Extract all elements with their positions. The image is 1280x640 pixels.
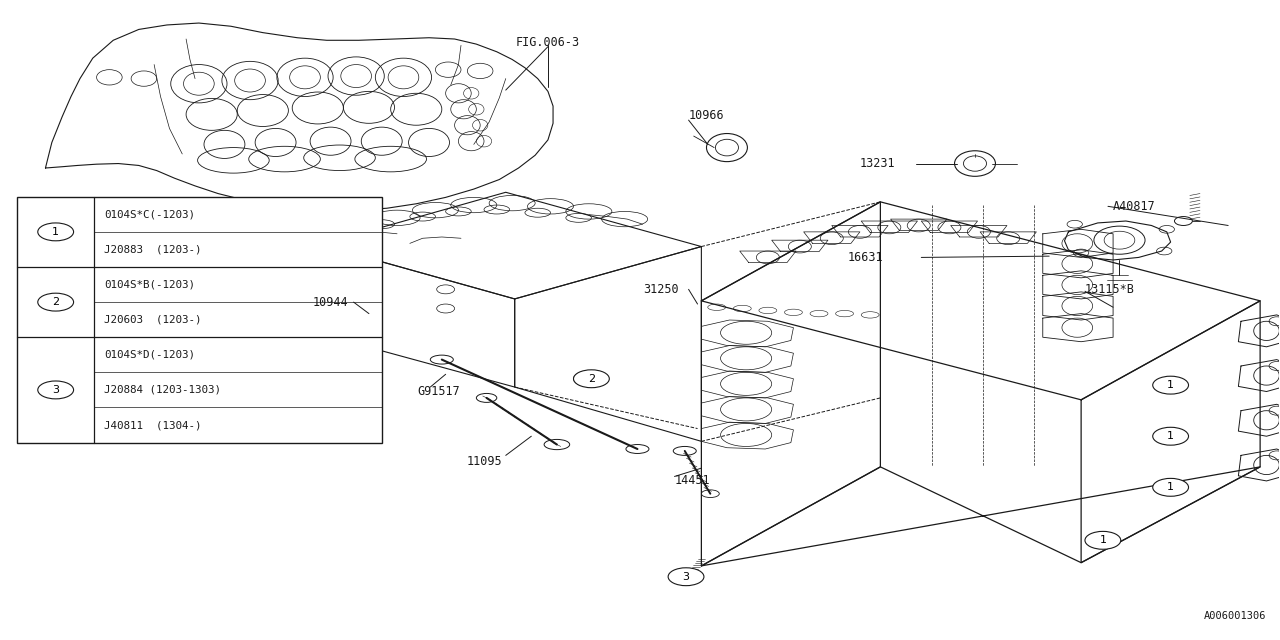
Text: 13231: 13231 [860,157,896,170]
Circle shape [38,223,73,241]
Text: 14451: 14451 [675,474,710,488]
Circle shape [1153,478,1189,496]
Text: A40817: A40817 [1114,200,1156,213]
Text: 1: 1 [1100,535,1106,545]
Text: 16631: 16631 [847,251,883,264]
Circle shape [573,370,609,388]
Circle shape [38,381,73,399]
Text: 10966: 10966 [689,109,724,122]
Text: J40811  (1304-): J40811 (1304-) [104,420,202,430]
Text: A006001306: A006001306 [1204,611,1266,621]
Text: 13115*B: 13115*B [1085,283,1135,296]
Text: J20884 (1203-1303): J20884 (1203-1303) [104,385,221,395]
Circle shape [1153,428,1189,445]
Text: 1: 1 [1167,431,1174,441]
Text: G91517: G91517 [417,385,461,398]
Text: 0104S*D(-1203): 0104S*D(-1203) [104,350,196,360]
Text: FRONT: FRONT [195,308,236,321]
Text: 2: 2 [588,374,595,384]
Text: 1: 1 [52,227,59,237]
Circle shape [1085,531,1121,549]
Circle shape [38,293,73,311]
Text: 1: 1 [1167,380,1174,390]
Circle shape [1153,376,1189,394]
Text: 3: 3 [682,572,690,582]
Text: 10944: 10944 [312,296,348,308]
Text: 0104S*B(-1203): 0104S*B(-1203) [104,280,196,289]
Text: 31250: 31250 [643,283,678,296]
Text: 11095: 11095 [466,455,502,468]
Bar [18,196,381,443]
Circle shape [668,568,704,586]
Text: FIG.006-3: FIG.006-3 [516,36,580,49]
Text: 1: 1 [1167,483,1174,492]
Text: 0104S*C(-1203): 0104S*C(-1203) [104,209,196,220]
Text: 2: 2 [52,297,59,307]
Text: J20883  (1203-): J20883 (1203-) [104,244,202,255]
Text: 3: 3 [52,385,59,395]
Text: J20603  (1203-): J20603 (1203-) [104,315,202,324]
